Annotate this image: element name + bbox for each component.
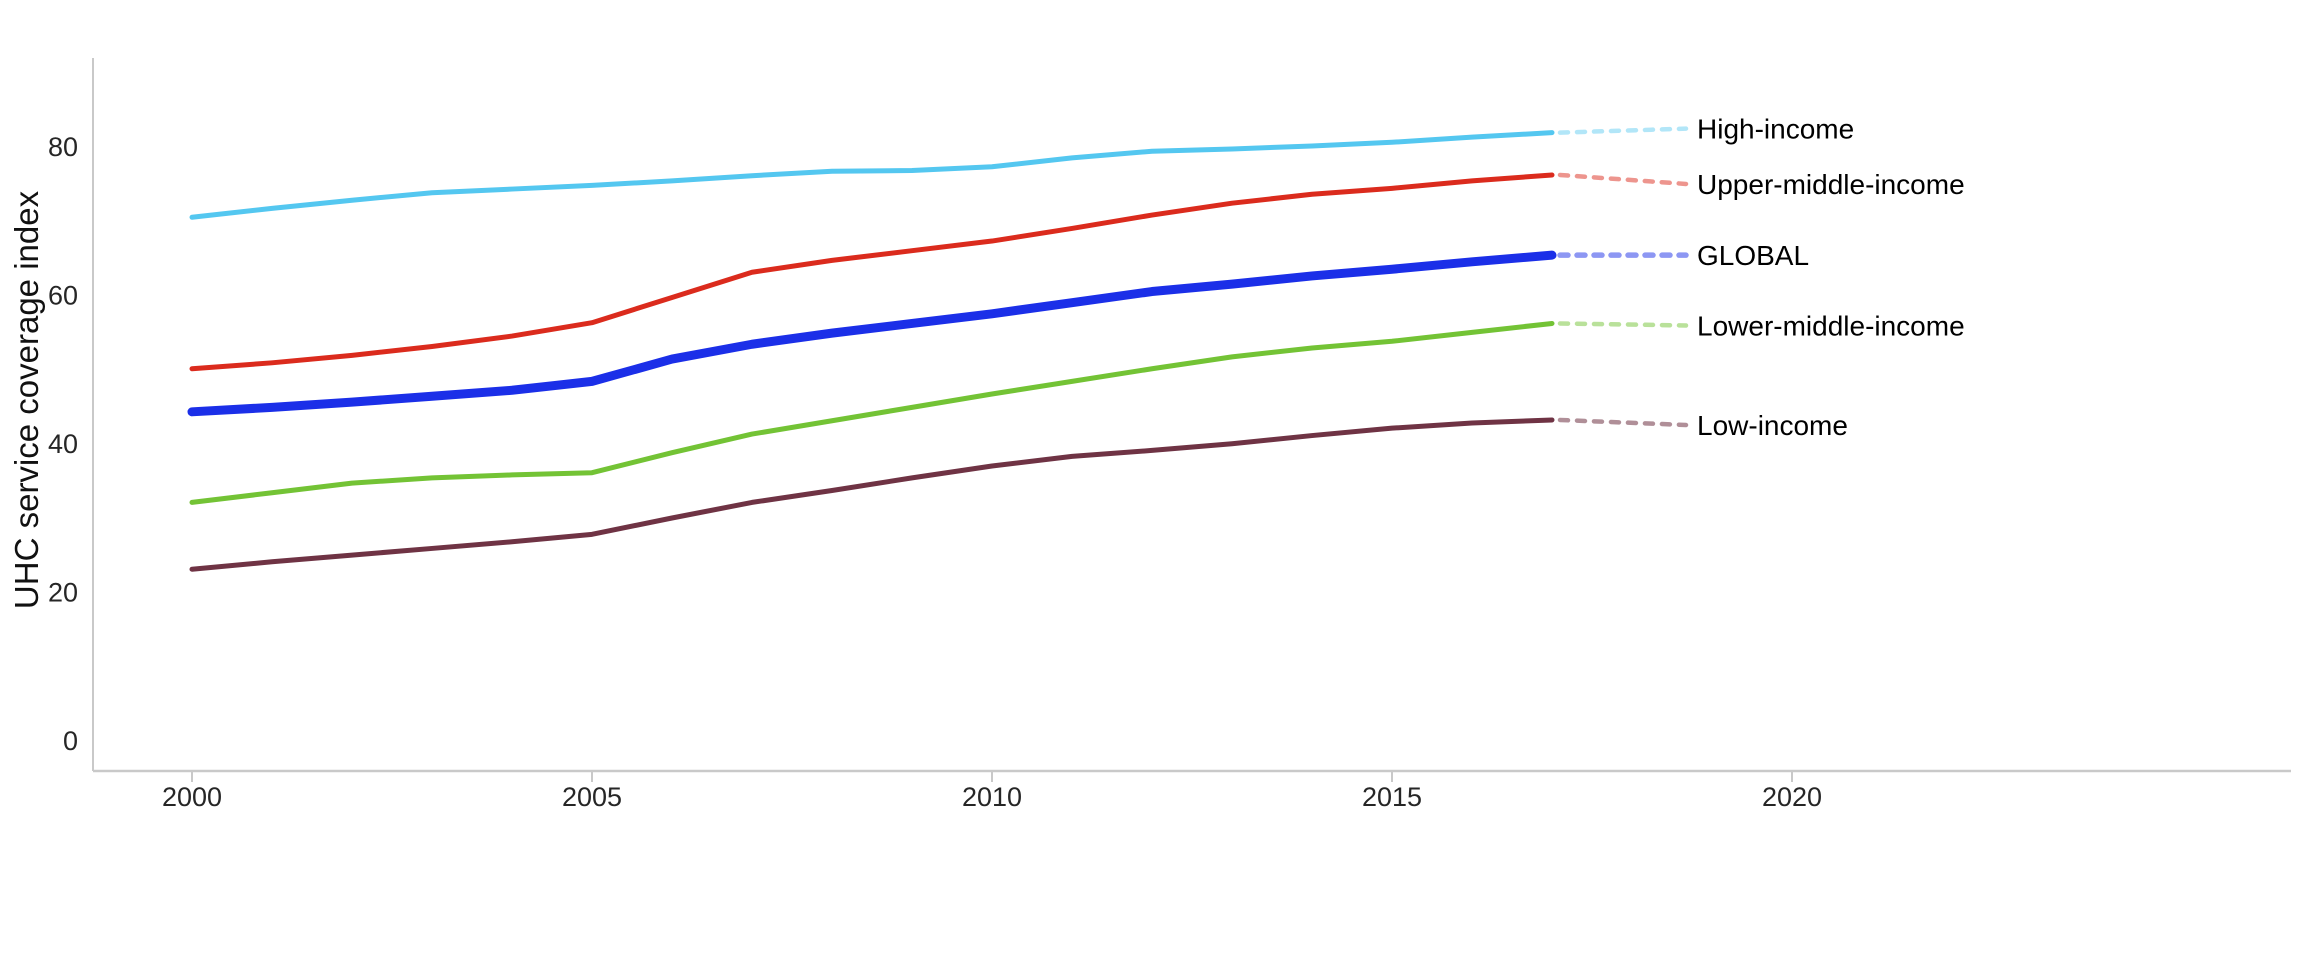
x-axis-tick-label: 2010 xyxy=(962,782,1022,812)
y-axis-tick-label: 20 xyxy=(48,578,78,608)
series-lines xyxy=(187,130,1557,572)
x-axis-ticks: 2000 2005 2010 2015 2020 xyxy=(162,771,1822,812)
y-axis-tick-label: 0 xyxy=(63,726,78,756)
series-line-low-income xyxy=(189,417,1555,572)
y-axis-tick-label: 80 xyxy=(48,132,78,162)
series-line-high-income xyxy=(189,130,1555,220)
series-line-upper-middle-income xyxy=(189,172,1555,372)
axes xyxy=(92,58,2291,773)
leader-line-lower-middle-income xyxy=(1557,321,1689,328)
y-axis-title: UHC service coverage index xyxy=(8,190,45,609)
x-axis-tick-label: 2015 xyxy=(1362,782,1422,812)
series-label-global: GLOBAL xyxy=(1697,240,1809,271)
x-axis-tick-label: 2000 xyxy=(162,782,222,812)
series-label-lower-middle-income: Lower-middle-income xyxy=(1697,310,1965,341)
x-axis-tick-label: 2020 xyxy=(1762,782,1822,812)
series-line-global xyxy=(187,250,1557,417)
series-label-leader-lines xyxy=(1557,126,1689,428)
leader-line-high-income xyxy=(1557,126,1689,135)
series-label-upper-middle-income: Upper-middle-income xyxy=(1697,169,1965,200)
leader-line-upper-middle-income xyxy=(1557,172,1689,187)
y-axis-tick-labels: 0 20 40 60 80 xyxy=(48,132,78,756)
y-axis-tick-label: 60 xyxy=(48,281,78,311)
series-line-lower-middle-income xyxy=(189,320,1555,505)
series-label-low-income: Low-income xyxy=(1697,410,1848,441)
y-axis-tick-label: 40 xyxy=(48,429,78,459)
series-labels: High-income Upper-middle-income GLOBAL Lowe… xyxy=(1697,114,1965,441)
series-label-high-income: High-income xyxy=(1697,114,1854,145)
x-axis-tick-label: 2005 xyxy=(562,782,622,812)
leader-line-low-income xyxy=(1557,417,1689,428)
